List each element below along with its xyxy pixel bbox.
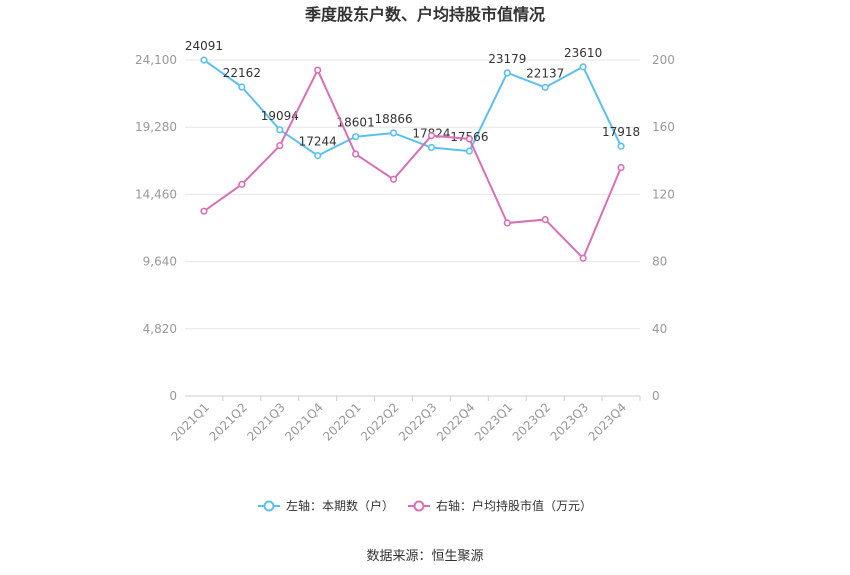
grid-lines [185, 59, 640, 397]
data-point [579, 63, 587, 71]
x-tick-label: 2023Q2 [510, 400, 554, 444]
x-tick-label: 2021Q2 [206, 400, 250, 444]
data-point [314, 151, 322, 160]
y-right-tick-label: 120 [652, 187, 675, 201]
data-point [427, 143, 436, 152]
data-label: 17244 [299, 135, 337, 149]
x-tick-label: 2023Q1 [472, 400, 516, 444]
y-left-tick-label: 14,460 [135, 187, 177, 201]
data-point [465, 147, 473, 155]
x-tick-label: 2023Q4 [586, 400, 630, 444]
data-label: 18866 [374, 112, 412, 126]
data-point [389, 175, 398, 183]
x-tick-label: 2021Q4 [282, 400, 326, 444]
x-tick-label: 2022Q4 [434, 400, 478, 444]
chart-title: 季度股东户数、户均持股市值情况 [304, 5, 545, 24]
data-point [276, 142, 284, 150]
data-point [200, 56, 208, 64]
y-right-tick-label: 0 [652, 389, 660, 403]
data-point [503, 219, 511, 227]
data-label: 23610 [564, 46, 602, 60]
y-axis-right: 0 40 80 120 160 200 [652, 53, 675, 403]
data-label: 23179 [488, 52, 526, 66]
data-label: 22162 [223, 66, 261, 80]
data-point [503, 69, 511, 77]
x-tick-label: 2022Q3 [396, 400, 440, 444]
y-right-tick-label: 160 [652, 120, 675, 134]
data-label: 18601 [337, 116, 375, 130]
legend-swatch-marker [263, 500, 275, 512]
source-note: 数据来源：恒生聚源 [366, 549, 483, 564]
data-point [617, 163, 625, 172]
legend-swatch-marker [413, 500, 425, 512]
series-group: 2409122162190941724418601188661782417566… [185, 39, 640, 262]
data-point [617, 142, 625, 150]
data-point [465, 135, 473, 143]
data-point [352, 150, 360, 158]
y-left-tick-label: 19,280 [135, 120, 177, 134]
y-left-tick-label: 4,820 [143, 322, 177, 336]
data-label: 22137 [526, 66, 564, 80]
data-label: 17918 [602, 125, 640, 139]
x-tick-label: 2021Q1 [169, 400, 213, 444]
data-point [314, 66, 322, 74]
data-point [238, 180, 246, 188]
legend[interactable]: 左轴：本期数（户） 右轴：户均持股市值（万元） [258, 498, 592, 513]
y-right-tick-label: 40 [652, 322, 667, 336]
legend-label: 左轴：本期数（户） [286, 498, 394, 513]
x-tick-label: 2022Q2 [358, 400, 402, 444]
data-point [389, 129, 398, 137]
data-point [200, 207, 208, 215]
series-line [203, 59, 622, 157]
y-left-tick-label: 9,640 [143, 255, 177, 269]
y-right-tick-label: 80 [652, 255, 667, 269]
data-point [541, 83, 549, 91]
data-point [352, 133, 360, 141]
series-line [203, 67, 622, 260]
data-label: 24091 [185, 39, 223, 53]
y-right-tick-label: 200 [652, 53, 675, 67]
x-tick-label: 2023Q3 [548, 400, 592, 444]
data-point [579, 254, 587, 262]
data-point [276, 126, 284, 134]
x-tick-label: 2022Q1 [320, 400, 364, 444]
y-left-tick-label: 0 [169, 389, 177, 403]
x-tick-label: 2021Q3 [244, 400, 288, 444]
legend-label: 右轴：户均持股市值（万元） [436, 498, 592, 513]
data-point [427, 132, 436, 140]
x-axis: 2021Q12021Q22021Q32021Q42022Q12022Q22022… [169, 396, 641, 444]
y-axis-left: 0 4,820 9,640 14,460 19,280 24,100 [135, 53, 177, 403]
data-point [238, 83, 246, 91]
data-point [541, 216, 549, 224]
y-left-tick-label: 24,100 [135, 53, 177, 67]
data-label: 19094 [261, 109, 299, 123]
